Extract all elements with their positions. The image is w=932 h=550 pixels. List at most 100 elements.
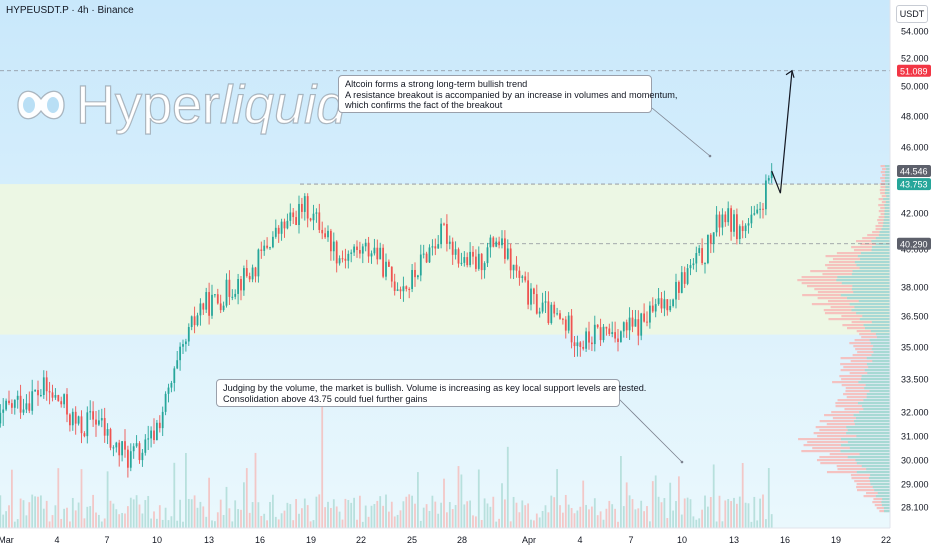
candle-body <box>486 247 489 264</box>
candle-body <box>744 225 747 232</box>
candle-body <box>306 196 309 219</box>
candle-body <box>170 382 173 388</box>
candle-body <box>301 203 303 212</box>
candle-body <box>280 221 283 234</box>
annotation-top[interactable]: Altcoin forms a strong long-term bullish… <box>338 75 677 113</box>
annotation-bottom[interactable]: Judging by the volume, the market is bul… <box>216 379 646 407</box>
candle-body <box>173 368 176 383</box>
profile-bar-up <box>862 405 890 408</box>
volume-bar <box>451 509 454 528</box>
volume-bar <box>92 494 94 528</box>
profile-bar <box>859 333 890 336</box>
candle-body <box>373 247 376 254</box>
candle-body <box>686 268 689 284</box>
projection-arrow-head <box>785 69 795 78</box>
profile-bar-up <box>884 210 890 213</box>
candle-body <box>45 377 48 392</box>
profile-bar-up <box>868 477 890 480</box>
volume-bar <box>280 513 283 528</box>
volume-bar <box>219 499 222 528</box>
candle-body <box>205 292 208 310</box>
volume-bar <box>614 508 616 528</box>
profile-bar-up <box>875 237 890 240</box>
x-tick-label: 28 <box>457 535 467 545</box>
y-axis-panel[interactable] <box>890 0 932 550</box>
volume-bar <box>272 494 274 528</box>
candle-body <box>556 313 558 315</box>
volume-bar <box>318 494 321 528</box>
candle-body <box>469 251 471 266</box>
candle-body <box>190 316 193 328</box>
volume-bar <box>150 518 152 528</box>
profile-bar <box>828 318 890 321</box>
profile-bar-up <box>856 312 890 315</box>
candle-body <box>51 392 54 398</box>
volume-bar <box>344 498 347 528</box>
candle-body <box>0 412 2 424</box>
candle-body <box>472 251 474 257</box>
candle-body <box>309 218 312 221</box>
x-tick-label: 10 <box>677 535 687 545</box>
symbol-title[interactable]: HYPEUSDT.P · 4h · Binance <box>6 5 134 16</box>
volume-bar <box>767 468 770 528</box>
volume-bar <box>724 500 727 528</box>
profile-bar-up <box>856 471 890 474</box>
profile-bar-up <box>856 462 890 465</box>
candle-body <box>353 246 355 253</box>
candle-body <box>640 313 643 336</box>
candle-body <box>92 411 94 420</box>
candle-body <box>16 395 19 400</box>
volume-bar <box>533 520 535 528</box>
volume-bar <box>182 521 184 528</box>
candle-body <box>396 289 399 291</box>
volume-bar <box>617 521 619 528</box>
profile-bar <box>851 246 890 249</box>
profile-bar-up <box>870 474 890 477</box>
profile-bar-up <box>873 345 890 348</box>
candle-body <box>411 269 413 290</box>
price-tag-label: 43.753 <box>900 180 928 190</box>
profile-bar-up <box>872 360 890 363</box>
volume-bar <box>611 504 614 528</box>
candle-body <box>605 326 608 329</box>
volume-bar <box>228 508 231 528</box>
candle-body <box>100 418 103 421</box>
candle-body <box>727 208 730 223</box>
candle-body <box>678 281 680 293</box>
volume-bar <box>550 495 553 528</box>
candle-body <box>153 430 155 441</box>
candle-body <box>431 246 434 248</box>
profile-bar <box>837 468 890 471</box>
volume-bar <box>608 500 611 528</box>
x-tick-label: 22 <box>881 535 891 545</box>
volume-bar <box>591 506 593 528</box>
x-axis-panel[interactable] <box>0 528 932 550</box>
candle-body <box>150 430 152 439</box>
candle-body <box>211 294 213 316</box>
price-tag-green: 43.753 <box>897 178 931 191</box>
candle-body <box>707 234 709 264</box>
y-tick-label: 54.000 <box>901 27 929 37</box>
candle-body <box>736 214 738 240</box>
volume-bar <box>83 518 86 528</box>
volume-bar <box>115 509 118 528</box>
candle-body <box>712 232 715 244</box>
currency-button[interactable]: USDT <box>896 5 928 23</box>
volume-bar <box>298 513 300 528</box>
candle-body <box>257 249 260 277</box>
volume-bar <box>248 512 251 528</box>
volume-bar <box>460 474 463 528</box>
volume-bar <box>254 452 257 528</box>
volume-bar <box>98 514 100 528</box>
candle-body <box>103 418 106 436</box>
profile-bar-up <box>875 495 890 498</box>
annotation-bottom-pointer <box>614 394 683 463</box>
candle-body <box>63 394 65 405</box>
profile-bar-up <box>875 333 890 336</box>
candle-body <box>448 241 451 244</box>
candle-body <box>341 258 344 260</box>
profile-bar-up <box>885 180 890 183</box>
volume-bar <box>530 519 532 528</box>
profile-bar <box>816 459 890 462</box>
candle-body <box>538 311 541 314</box>
